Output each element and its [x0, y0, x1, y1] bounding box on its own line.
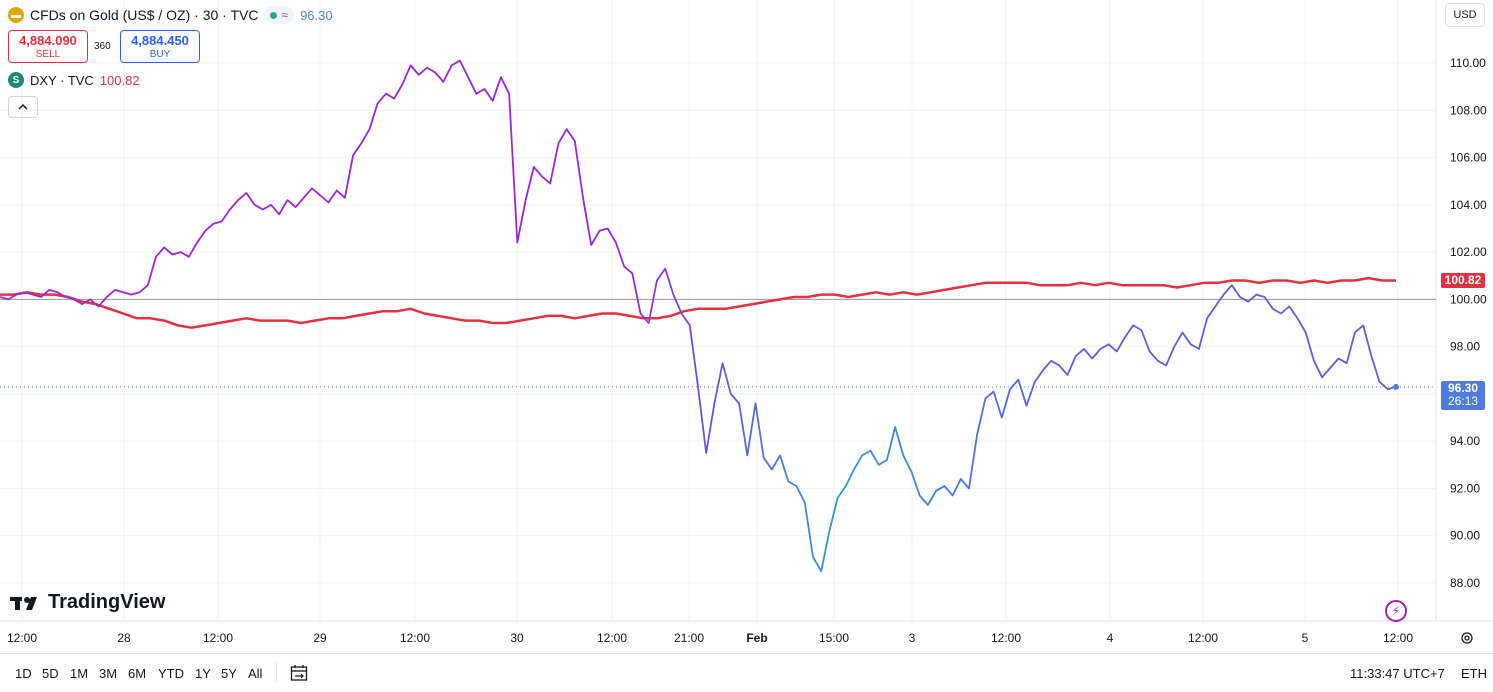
y-tick-label: 106.00 [1450, 151, 1487, 165]
dollar-icon: S [8, 72, 24, 88]
collapse-legend-button[interactable] [8, 96, 38, 118]
gold-series-line [0, 59, 1397, 573]
chevron-up-icon [18, 104, 28, 110]
gold-price-tag-value: 96.30 [1447, 381, 1479, 395]
lightning-icon[interactable]: ⚡ [1385, 600, 1407, 622]
dxy-series-line [0, 276, 1396, 329]
currency-button[interactable]: USD [1445, 3, 1485, 27]
bar-countdown: 26:13 [1447, 394, 1479, 408]
symbol-title[interactable]: CFDs on Gold (US$ / OZ) · 30 · TVC [30, 7, 259, 23]
x-tick-label: 28 [117, 631, 131, 645]
x-tick-label: 12:00 [400, 631, 430, 645]
spread-value: 360 [94, 41, 111, 52]
sell-price: 4,884.090 [19, 33, 77, 48]
buy-label: BUY [149, 49, 171, 60]
session-button[interactable]: ETH [1461, 666, 1487, 681]
range-ytd-button[interactable]: YTD [158, 666, 184, 681]
compare-symbol-value: 100.82 [99, 72, 140, 88]
x-tick-label: 12:00 [1383, 631, 1413, 645]
gear-icon[interactable] [1459, 630, 1475, 646]
y-tick-label: 92.00 [1450, 481, 1480, 495]
tradingview-logo-icon [10, 596, 37, 610]
x-tick-label: 12:00 [597, 631, 627, 645]
range-1m-button[interactable]: 1M [70, 666, 89, 681]
range-5d-button[interactable]: 5D [42, 666, 59, 681]
y-tick-label: 100.00 [1450, 292, 1487, 306]
sell-button[interactable]: 4,884.090 SELL [8, 30, 88, 63]
x-tick-label: 12:00 [203, 631, 233, 645]
x-tick-label: 3 [909, 631, 916, 645]
y-tick-label: 102.00 [1450, 245, 1487, 259]
y-tick-label: 98.00 [1450, 340, 1480, 354]
x-tick-label: 4 [1107, 631, 1114, 645]
y-tick-label: 90.00 [1450, 529, 1480, 543]
buy-price: 4,884.450 [131, 33, 189, 48]
dxy-price-tag: 100.82 [1441, 273, 1485, 288]
gold-bars-icon: ▬ [8, 7, 24, 23]
buy-button[interactable]: 4,884.450 BUY [120, 30, 200, 63]
bottom-toolbar: 1D 5D 1M 3M 6M YTD 1Y 5Y All 11:33:47 UT… [0, 653, 1493, 692]
toolbar-divider [276, 662, 277, 682]
tradingview-logo[interactable]: TradingView [10, 591, 165, 614]
calendar-range-icon[interactable] [290, 664, 308, 682]
x-tick-label: 12:00 [1188, 631, 1218, 645]
range-3m-button[interactable]: 3M [99, 666, 118, 681]
y-tick-label: 108.00 [1450, 103, 1487, 117]
x-tick-label: 12:00 [7, 631, 37, 645]
clock-timezone[interactable]: 11:33:47 UTC+7 [1350, 666, 1445, 681]
y-tick-label: 88.00 [1450, 576, 1480, 590]
range-1d-button[interactable]: 1D [15, 666, 32, 681]
market-status-badge[interactable]: ≈ [264, 6, 295, 24]
x-tick-label: 5 [1302, 631, 1309, 645]
range-5y-button[interactable]: 5Y [221, 666, 237, 681]
market-open-dot [270, 11, 278, 19]
main-symbol-legend[interactable]: ▬ CFDs on Gold (US$ / OZ) · 30 · TVC ≈ 9… [8, 6, 333, 24]
gold-price-tag: 96.30 26:13 [1441, 381, 1485, 410]
delayed-data-icon: ≈ [281, 8, 289, 22]
y-tick-label: 104.00 [1450, 198, 1487, 212]
gold-last-point [1393, 383, 1399, 390]
range-6m-button[interactable]: 6M [128, 666, 147, 681]
x-tick-label: 12:00 [991, 631, 1021, 645]
sell-label: SELL [35, 49, 61, 60]
compare-symbol-legend[interactable]: S DXY · TVC 100.82 [8, 72, 140, 88]
x-tick-label: 30 [510, 631, 524, 645]
x-tick-label: 29 [313, 631, 327, 645]
y-tick-label: 94.00 [1450, 434, 1480, 448]
range-all-button[interactable]: All [248, 666, 263, 681]
x-tick-label: Feb [746, 631, 767, 645]
x-tick-label: 21:00 [674, 631, 704, 645]
compare-symbol-title[interactable]: DXY · TVC [30, 72, 94, 88]
x-tick-label: 15:00 [819, 631, 849, 645]
brand-name: TradingView [48, 591, 166, 613]
symbol-last-value: 96.30 [300, 7, 333, 23]
y-tick-label: 110.00 [1450, 56, 1486, 70]
range-1y-button[interactable]: 1Y [195, 666, 211, 681]
